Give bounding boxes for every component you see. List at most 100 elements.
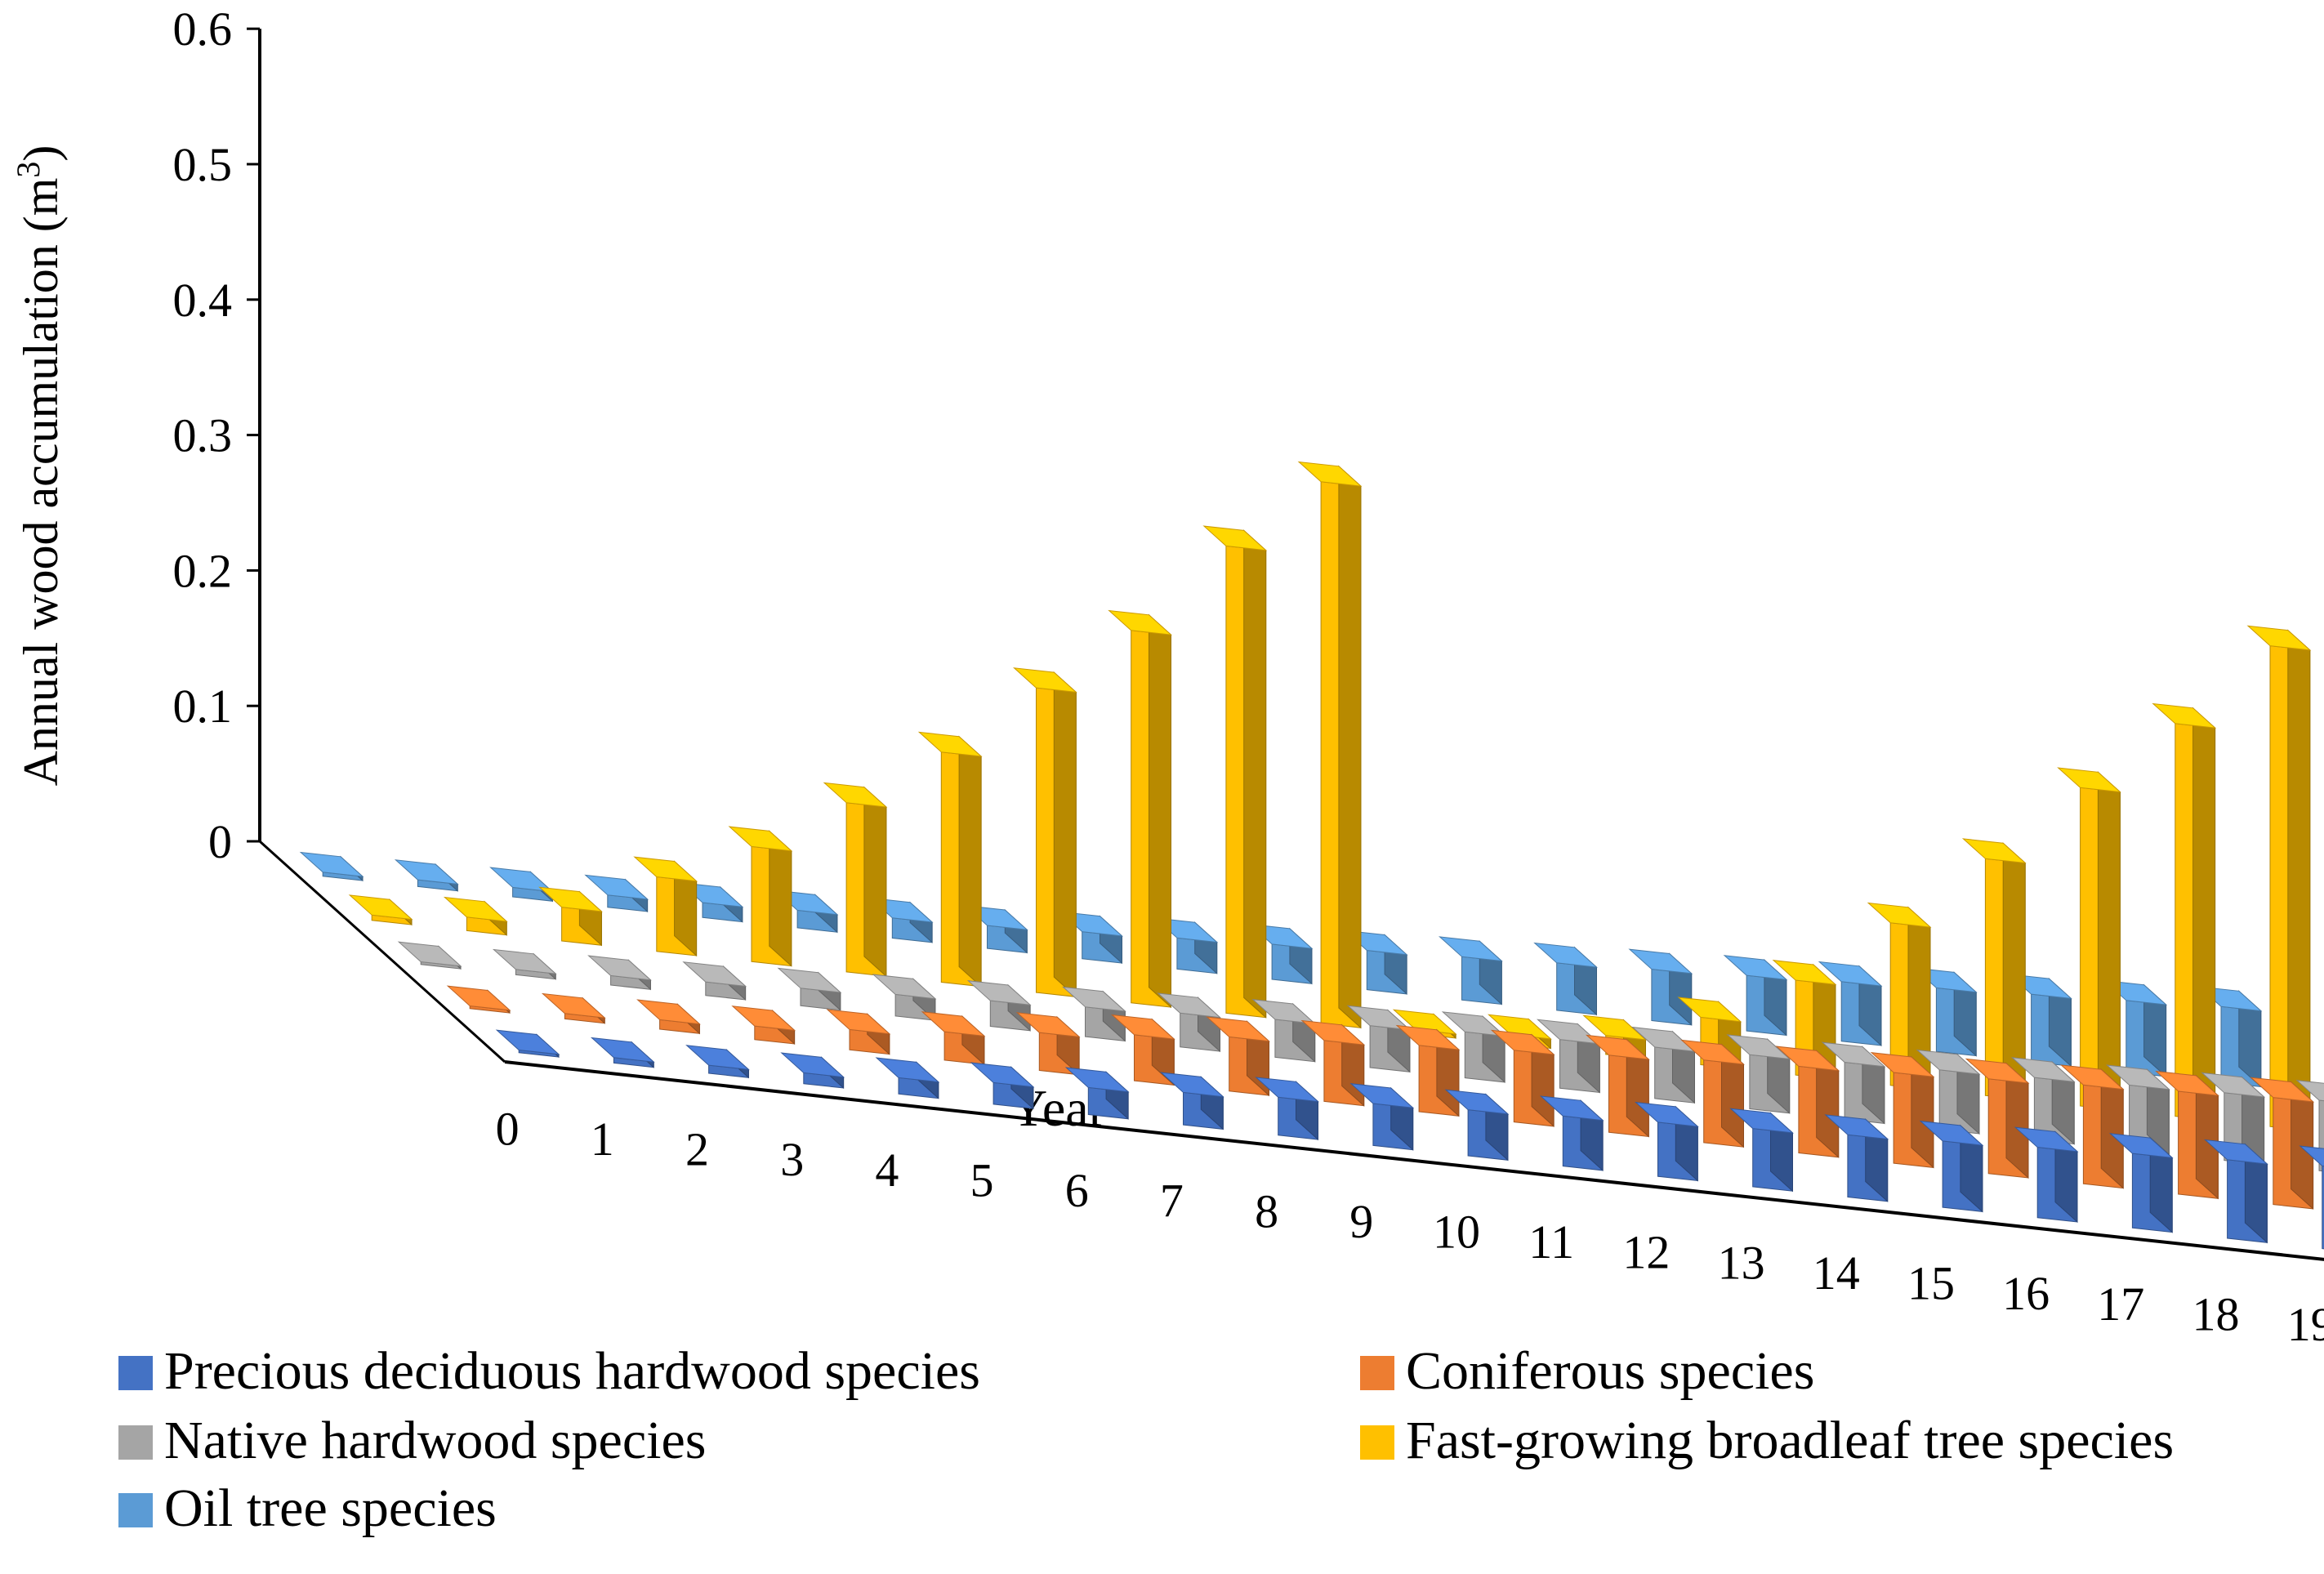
bar xyxy=(1255,1077,1319,1141)
bar xyxy=(1824,1114,1889,1202)
bar-top-face xyxy=(2295,1080,2324,1102)
legend-swatch xyxy=(118,1356,153,1390)
bar-top-face xyxy=(917,731,983,757)
bar-top-face xyxy=(2204,1139,2268,1165)
legend-swatch xyxy=(118,1493,153,1527)
bar-side-face xyxy=(1338,465,1362,1029)
bar-side-face xyxy=(1243,529,1267,1019)
legend-swatch xyxy=(118,1425,153,1460)
bar-top-face xyxy=(970,1062,1035,1088)
bar xyxy=(1533,942,1598,1016)
bar-top-face xyxy=(2299,1145,2324,1167)
bar-top-face xyxy=(1961,838,2027,864)
bar-top-face xyxy=(1297,461,1363,487)
bar-top-face xyxy=(823,782,888,808)
bar xyxy=(299,851,364,882)
bar xyxy=(2008,974,2072,1068)
legend-label: Coniferous species xyxy=(1406,1341,1814,1401)
bar xyxy=(2197,986,2263,1088)
bar-top-face xyxy=(921,1011,986,1037)
bar-top-face xyxy=(446,985,511,1011)
bar-top-face xyxy=(1444,1089,1510,1115)
legend-label: Oil tree species xyxy=(164,1478,497,1538)
bar-top-face xyxy=(1635,1101,1699,1127)
bar-top-face xyxy=(1628,948,1693,974)
x-tick-label: 0 xyxy=(496,1102,520,1155)
x-tick-label: 2 xyxy=(685,1123,709,1176)
x-tick-label: 12 xyxy=(1622,1226,1670,1279)
x-tick-label: 8 xyxy=(1255,1184,1278,1237)
legend-item: Coniferous species xyxy=(1360,1341,1814,1401)
bar-side-face xyxy=(2287,629,2311,1132)
bar-top-face xyxy=(1064,1067,1130,1093)
bar-side-face xyxy=(769,830,792,967)
bar-top-face xyxy=(1867,902,1932,928)
bar-top-face xyxy=(2152,702,2217,729)
bar-top-face xyxy=(1680,1039,1745,1065)
bar xyxy=(2010,1057,2076,1145)
bar-top-face xyxy=(299,851,364,877)
y-tick-label: 0 xyxy=(208,815,232,868)
y-tick-label: 0.6 xyxy=(173,2,233,56)
bar xyxy=(1631,1026,1696,1104)
bar xyxy=(826,1009,891,1055)
bar xyxy=(1821,1041,1886,1125)
bar-top-face xyxy=(1772,960,1837,985)
bar-top-face xyxy=(2059,1064,2125,1090)
bar xyxy=(446,985,511,1014)
bar-top-face xyxy=(1870,1052,1935,1077)
bar-top-face xyxy=(1537,1019,1601,1045)
y-axis-title-superscript: 3 xyxy=(10,162,47,178)
bar-side-face xyxy=(2097,771,2121,1112)
bars xyxy=(299,461,2324,1250)
legend-item: Precious deciduous hardwood species xyxy=(118,1341,980,1401)
bar-top-face xyxy=(1441,1011,1506,1037)
bar xyxy=(1346,1005,1412,1073)
bar-top-face xyxy=(636,999,701,1025)
bar-top-face xyxy=(397,941,462,967)
x-tick-label: 6 xyxy=(1065,1164,1089,1217)
bar-top-face xyxy=(2201,1072,2266,1098)
series-coniferous-species xyxy=(446,985,2315,1211)
bar xyxy=(823,782,888,978)
legend-item: Native hardwood species xyxy=(118,1411,706,1470)
bar xyxy=(1628,948,1693,1026)
bar-top-face xyxy=(1439,936,1503,962)
bar xyxy=(1961,838,2027,1101)
bar-top-face xyxy=(1015,1012,1081,1038)
bar-top-face xyxy=(538,886,603,912)
bar xyxy=(970,1062,1035,1110)
x-tick-label: 15 xyxy=(1907,1257,1955,1310)
bar xyxy=(875,1057,940,1099)
bar-top-face xyxy=(966,980,1032,1005)
bar-top-face xyxy=(1965,1058,2030,1084)
y-axis-title-text: Annual wood accumulation (m xyxy=(14,178,68,787)
bar-top-face xyxy=(1202,525,1268,551)
bar xyxy=(1202,525,1268,1019)
bar xyxy=(1444,1089,1510,1162)
bar xyxy=(2059,1064,2125,1189)
depth-axis-line xyxy=(258,840,506,1063)
bar-top-face xyxy=(1726,1034,1791,1060)
bar xyxy=(1160,1072,1224,1130)
x-tick-label: 3 xyxy=(780,1133,804,1186)
bar xyxy=(541,992,606,1024)
bar xyxy=(774,890,839,934)
bar xyxy=(1586,1034,1650,1138)
y-tick-label: 0.2 xyxy=(173,544,233,597)
bar xyxy=(590,1037,655,1068)
x-tick-label: 9 xyxy=(1349,1195,1373,1248)
x-tick-label: 19 xyxy=(2287,1298,2324,1351)
bar-top-face xyxy=(1160,1072,1224,1098)
bar-top-face xyxy=(728,826,793,852)
bar xyxy=(2204,1139,2268,1244)
bar-top-face xyxy=(872,974,937,1000)
bar xyxy=(966,980,1032,1032)
bar-top-face xyxy=(1300,1019,1366,1046)
legend-item: Fast-growing broadleaf tree species xyxy=(1360,1411,2174,1470)
bar-side-face xyxy=(1053,671,1077,998)
bar xyxy=(1157,992,1221,1053)
bar xyxy=(2014,1126,2079,1224)
bar-top-face xyxy=(541,992,606,1019)
x-tick-label: 7 xyxy=(1160,1175,1184,1228)
